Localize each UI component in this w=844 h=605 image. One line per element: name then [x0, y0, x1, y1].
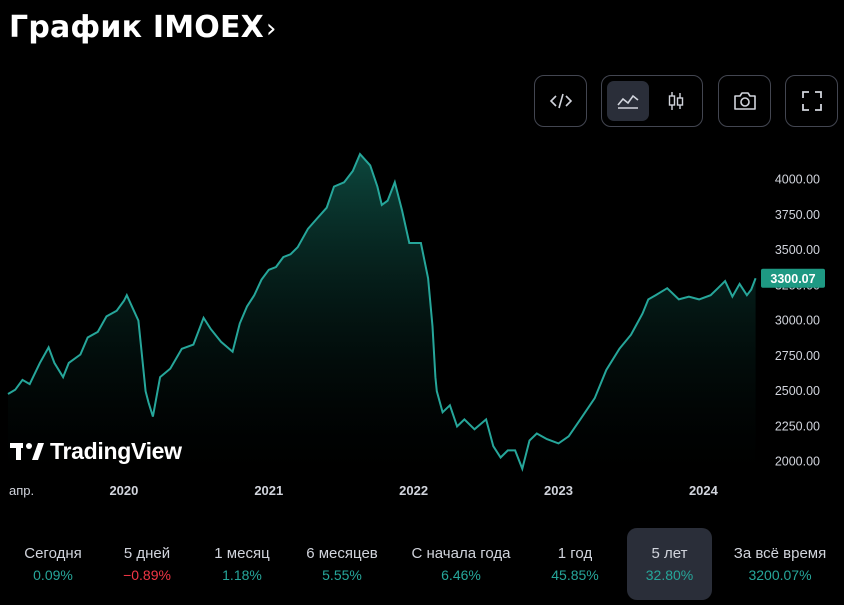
price-area-fill [8, 154, 756, 473]
x-axis: апр. 2020 2021 2022 2023 2024 [9, 483, 719, 498]
embed-button[interactable] [534, 75, 587, 127]
period-label: За всё время [733, 545, 827, 562]
area-chart-icon [617, 94, 639, 109]
period-label: С начала года [411, 545, 511, 562]
x-tick-label: 2024 [689, 483, 719, 498]
x-tick-label: апр. [9, 483, 34, 498]
chevron-right-icon: › [265, 14, 277, 44]
period-all-time[interactable]: За всё время 3200.07% [724, 528, 836, 600]
period-6-months[interactable]: 6 месяцев 5.55% [296, 528, 388, 600]
y-tick-label: 2000.00 [775, 455, 820, 469]
x-tick-label: 2020 [109, 483, 138, 498]
y-axis: 4000.003750.003500.003250.003000.002750.… [775, 173, 820, 469]
price-line [7, 152, 757, 473]
last-price-value: 3300.07 [770, 272, 815, 286]
tradingview-logo[interactable]: TradingView [10, 438, 182, 465]
y-tick-label: 2250.00 [775, 419, 820, 433]
tradingview-logo-icon [10, 442, 44, 460]
y-tick-label: 2500.00 [775, 384, 820, 398]
y-tick-label: 3750.00 [775, 208, 820, 222]
period-label: 1 год [557, 545, 593, 562]
period-label: 5 дней [123, 545, 171, 562]
y-tick-label: 4000.00 [775, 173, 820, 187]
period-1-year[interactable]: 1 год 45.85% [534, 528, 616, 600]
fullscreen-button[interactable] [785, 75, 838, 127]
chart-title-text: График IMOEX [9, 10, 264, 45]
period-selector: Сегодня 0.09% 5 дней −0.89% 1 месяц 1.18… [0, 528, 844, 600]
chart-title[interactable]: График IMOEX› [9, 10, 277, 45]
last-price-label: 3300.07 [761, 268, 825, 288]
y-tick-label: 3500.00 [775, 243, 820, 257]
candlestick-icon [668, 92, 684, 110]
y-tick-label: 3000.00 [775, 314, 820, 328]
period-label: 1 месяц [214, 545, 270, 562]
code-icon [549, 93, 572, 109]
tradingview-logo-text: TradingView [50, 438, 182, 464]
area-style-button[interactable] [607, 81, 649, 121]
period-change: 0.09% [33, 567, 73, 583]
period-today[interactable]: Сегодня 0.09% [12, 528, 94, 600]
period-change: −0.89% [123, 567, 171, 583]
fullscreen-icon [801, 91, 822, 111]
price-chart[interactable]: 4000.003750.003500.003250.003000.002750.… [0, 140, 844, 510]
x-tick-label: 2021 [254, 483, 283, 498]
period-change: 6.46% [441, 567, 481, 583]
period-change: 32.80% [645, 567, 694, 583]
period-label: Сегодня [24, 545, 82, 562]
period-5-days[interactable]: 5 дней −0.89% [108, 528, 186, 600]
y-tick-label: 2750.00 [775, 349, 820, 363]
period-label: 5 лет [651, 545, 688, 562]
chart-style-toggle [601, 75, 703, 127]
snapshot-button[interactable] [718, 75, 771, 127]
period-change: 5.55% [322, 567, 362, 583]
x-tick-label: 2023 [544, 483, 573, 498]
period-change: 45.85% [551, 567, 599, 583]
candles-style-button[interactable] [655, 81, 697, 121]
x-tick-label: 2022 [399, 483, 428, 498]
period-change: 1.18% [222, 567, 262, 583]
period-5-years[interactable]: 5 лет 32.80% [627, 528, 712, 600]
period-1-month[interactable]: 1 месяц 1.18% [200, 528, 284, 600]
period-label: 6 месяцев [306, 545, 378, 562]
camera-icon [733, 92, 756, 110]
period-change: 3200.07% [748, 567, 812, 583]
period-ytd[interactable]: С начала года 6.46% [400, 528, 522, 600]
